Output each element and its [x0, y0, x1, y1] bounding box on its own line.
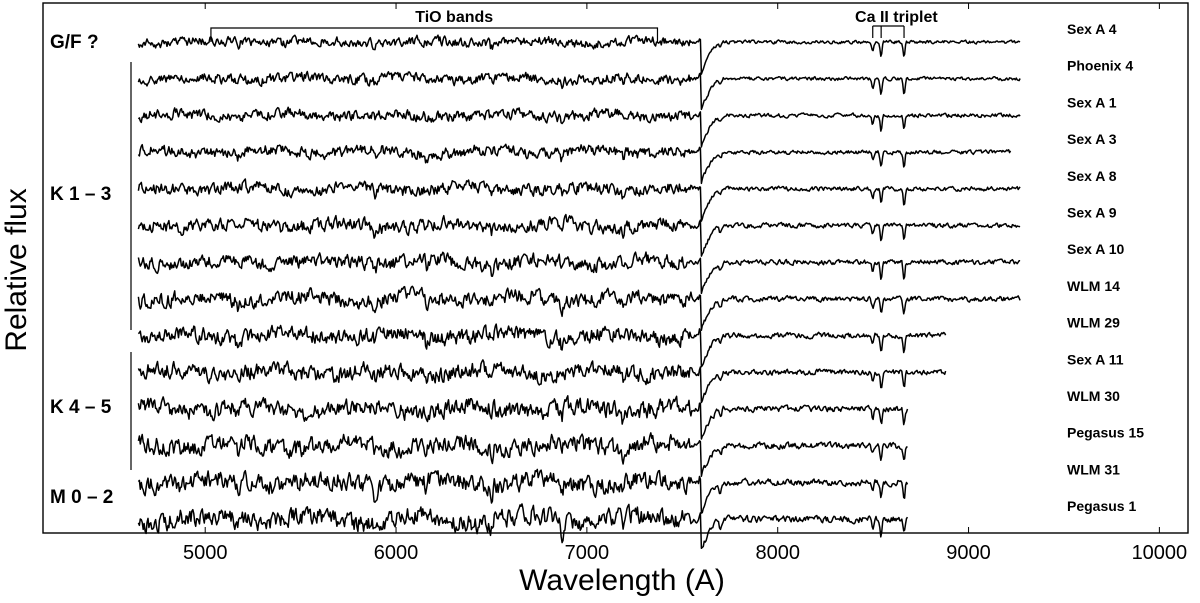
x-axis-title: Wavelength (A) — [519, 564, 725, 597]
x-tick-label: 9000 — [946, 542, 991, 564]
tio-bands-bracket — [210, 27, 659, 42]
x-tick-label: 10000 — [1132, 542, 1188, 564]
spectrum-line — [137, 503, 909, 550]
series-label: Sex A 3 — [1067, 131, 1117, 147]
x-tick-label: 7000 — [565, 542, 610, 564]
series-label: Sex A 10 — [1067, 241, 1125, 257]
spectral-type-label: K 1 – 3 — [50, 184, 111, 205]
series-label: Sex A 8 — [1067, 168, 1117, 184]
spectrum-line — [137, 395, 909, 440]
spectral-type-label: K 4 – 5 — [50, 397, 112, 418]
spectrum-line — [137, 468, 909, 514]
series-label: Phoenix 4 — [1067, 58, 1133, 74]
tio-bands-label: TiO bands — [415, 9, 493, 26]
series-label: Sex A 11 — [1067, 351, 1124, 367]
plot-frame — [42, 2, 1189, 534]
series-label: Sex A 9 — [1067, 205, 1117, 221]
x-tick-label: 8000 — [755, 542, 800, 564]
series-label: Sex A 4 — [1067, 21, 1117, 37]
spectral-type-label: M 0 – 2 — [50, 487, 113, 508]
spectrum-line — [137, 34, 1021, 75]
star-labels: Sex A 4 Phoenix 4 Sex A 1 Sex A 3 Sex A 8 Sex… — [1067, 21, 1144, 514]
spectrum-line — [137, 213, 1021, 257]
series-label: WLM 31 — [1067, 461, 1120, 477]
spectrum-line — [137, 70, 1021, 111]
spectrum-line — [137, 178, 1021, 222]
spectral-type-label: G/F ? — [50, 32, 99, 53]
y-axis-title: Relative flux — [0, 188, 33, 351]
spectrum-line — [137, 106, 1021, 148]
spectra-series — [137, 34, 1021, 550]
x-axis-ticks: 5000 6000 7000 8000 9000 10000 — [183, 3, 1187, 564]
group-labels: G/F ? K 1 – 3 K 4 – 5 M 0 – 2 — [50, 32, 132, 508]
spectrum-line — [137, 359, 947, 404]
spectrum-line — [137, 143, 1012, 185]
series-label: Sex A 1 — [1067, 94, 1117, 110]
spectrum-line — [137, 251, 1021, 295]
spectrum-line — [137, 285, 1021, 331]
series-label: WLM 30 — [1067, 388, 1120, 404]
spectrum-line — [137, 323, 947, 368]
spectrum-line — [137, 432, 908, 477]
series-label: WLM 14 — [1067, 278, 1120, 294]
series-label: WLM 29 — [1067, 315, 1120, 331]
series-label: Pegasus 1 — [1067, 498, 1136, 514]
x-tick-label: 5000 — [183, 542, 228, 564]
series-label: Pegasus 15 — [1067, 425, 1144, 441]
chart-annotations: TiO bands Ca II triplet — [210, 9, 938, 42]
x-tick-label: 6000 — [374, 542, 419, 564]
ca-triplet-label: Ca II triplet — [855, 9, 938, 26]
